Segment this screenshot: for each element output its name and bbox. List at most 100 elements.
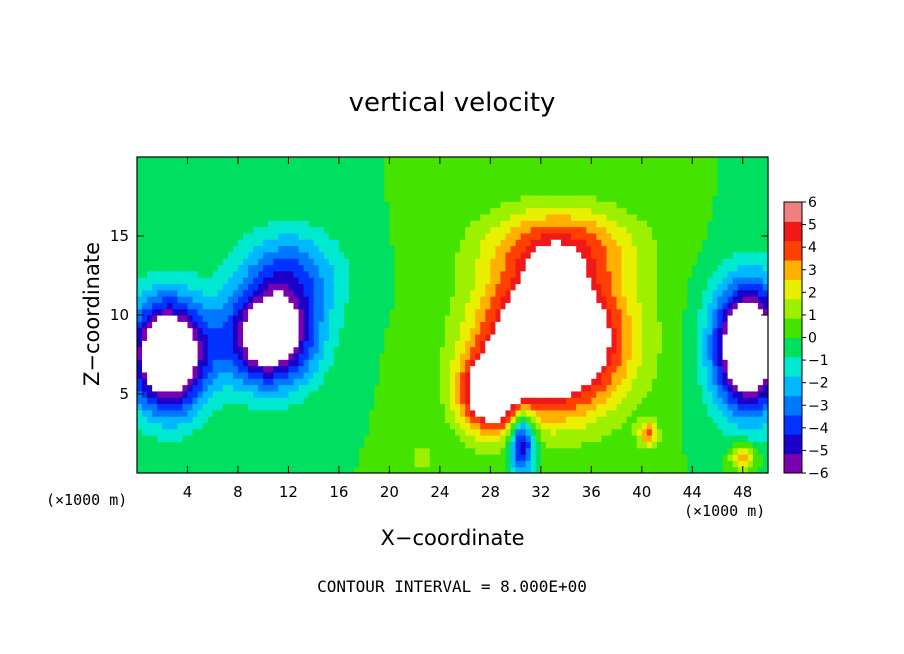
heatmap-cell	[167, 454, 173, 461]
heatmap-cell	[596, 384, 603, 392]
heatmap-cell	[308, 447, 315, 455]
heatmap-cell	[147, 409, 153, 417]
heatmap-cell	[419, 397, 426, 405]
heatmap-cell	[449, 371, 456, 379]
heatmap-cell	[576, 340, 582, 348]
heatmap-cell	[525, 270, 532, 278]
heatmap-cell	[545, 239, 552, 247]
heatmap-cell	[480, 194, 486, 202]
heatmap-cell	[505, 169, 512, 177]
heatmap-cell	[232, 454, 239, 461]
heatmap-cell	[566, 207, 572, 215]
heatmap-cell	[137, 454, 143, 461]
heatmap-cell	[530, 302, 537, 310]
heatmap-cell	[520, 321, 527, 329]
heatmap-cell	[303, 435, 310, 442]
heatmap-cell	[626, 302, 633, 310]
heatmap-cell	[298, 441, 305, 449]
heatmap-cell	[419, 359, 426, 367]
heatmap-cell	[364, 384, 370, 392]
heatmap-cell	[172, 378, 178, 386]
heatmap-cell	[485, 270, 491, 278]
heatmap-cell	[490, 327, 497, 335]
heatmap-cell	[313, 258, 320, 266]
heatmap-cell	[636, 321, 643, 329]
heatmap-cell	[268, 270, 274, 278]
heatmap-cell	[343, 327, 350, 335]
heatmap-cell	[162, 378, 168, 386]
heatmap-cell	[192, 371, 199, 379]
heatmap-cell	[616, 213, 623, 221]
heatmap-cell	[177, 220, 184, 228]
heatmap-cell	[349, 226, 355, 234]
heatmap-cell	[298, 270, 305, 278]
heatmap-cell	[444, 333, 451, 341]
heatmap-cell	[621, 460, 628, 468]
heatmap-cell	[621, 188, 628, 196]
heatmap-cell	[222, 454, 229, 461]
heatmap-cell	[177, 175, 184, 183]
heatmap-cell	[162, 403, 168, 411]
heatmap-cell	[394, 460, 401, 468]
heatmap-cell	[323, 163, 330, 171]
heatmap-cell	[510, 264, 517, 272]
heatmap-cell	[197, 321, 204, 329]
heatmap-cell	[212, 169, 219, 177]
heatmap-cell	[207, 239, 214, 247]
heatmap-cell	[283, 447, 290, 455]
heatmap-cell	[576, 296, 582, 303]
heatmap-cell	[253, 289, 259, 297]
heatmap-cell	[278, 277, 284, 284]
heatmap-cell	[212, 435, 219, 442]
heatmap-cell	[268, 163, 274, 171]
heatmap-cell	[525, 283, 532, 291]
heatmap-cell	[374, 163, 380, 171]
heatmap-cell	[333, 182, 340, 190]
heatmap-cell	[480, 371, 486, 379]
heatmap-cell	[359, 194, 365, 202]
heatmap-cell	[525, 232, 532, 240]
heatmap-cell	[202, 270, 209, 278]
heatmap-cell	[500, 409, 507, 417]
heatmap-cell	[162, 169, 168, 177]
heatmap-cell	[444, 352, 451, 360]
heatmap-cell	[248, 397, 254, 405]
heatmap-cell	[510, 403, 517, 411]
heatmap-cell	[283, 340, 290, 348]
heatmap-cell	[611, 441, 618, 449]
heatmap-cell	[444, 428, 451, 436]
heatmap-cell	[510, 251, 517, 259]
heatmap-cell	[419, 390, 426, 398]
heatmap-cell	[384, 277, 390, 284]
heatmap-cell	[550, 283, 557, 291]
heatmap-cell	[525, 359, 532, 367]
heatmap-cell	[278, 403, 284, 411]
heatmap-cell	[167, 441, 173, 449]
heatmap-cell	[152, 447, 158, 455]
heatmap-cell	[510, 226, 517, 234]
heatmap-cell	[237, 359, 244, 367]
heatmap-cell	[389, 315, 396, 322]
heatmap-cell	[232, 264, 239, 272]
heatmap-cell	[369, 270, 375, 278]
heatmap-cell	[414, 416, 421, 424]
heatmap-cell	[550, 175, 557, 183]
heatmap-cell	[540, 416, 547, 424]
heatmap-cell	[409, 346, 416, 354]
heatmap-cell	[172, 447, 178, 455]
heatmap-cell	[505, 378, 512, 386]
heatmap-cell	[515, 245, 522, 253]
heatmap-cell	[232, 194, 239, 202]
heatmap-cell	[359, 283, 365, 291]
heatmap-cell	[359, 296, 365, 303]
heatmap-cell	[571, 175, 577, 183]
heatmap-cell	[621, 226, 628, 234]
heatmap-cell	[268, 397, 274, 405]
heatmap-cell	[313, 460, 320, 468]
heatmap-cell	[227, 264, 234, 272]
heatmap-cell	[374, 270, 380, 278]
heatmap-cell	[616, 226, 623, 234]
heatmap-cell	[530, 296, 537, 303]
heatmap-cell	[510, 169, 517, 177]
heatmap-cell	[414, 220, 421, 228]
